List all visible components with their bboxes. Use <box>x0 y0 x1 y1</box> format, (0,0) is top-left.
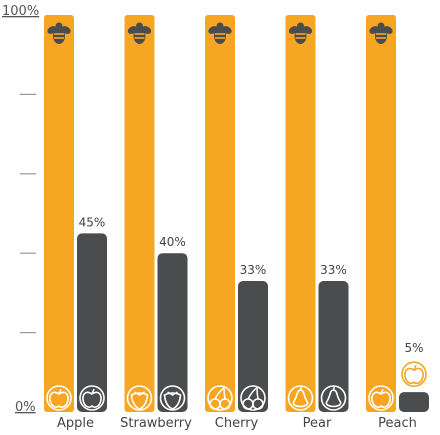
strawberry-icon <box>126 385 153 411</box>
bar-group: 5% Peach <box>366 15 429 431</box>
bar-dark <box>238 280 268 412</box>
bar-dark <box>318 280 349 412</box>
bar-group: 45% Apple <box>44 15 107 431</box>
data-label: 5% <box>404 341 423 355</box>
apple-icon <box>46 385 72 411</box>
category-label: Pear <box>303 416 332 431</box>
data-label: 45% <box>79 215 106 229</box>
plot-area: 45% Apple 40% Strawberry 33% Cherry 33% Pear 5% P… <box>44 15 429 431</box>
bee-icon <box>208 22 232 44</box>
peach-icon <box>368 385 394 411</box>
bar-group: 33% Cherry <box>205 15 268 431</box>
peach-icon <box>401 361 427 387</box>
category-label: Cherry <box>215 416 259 431</box>
bar-orange <box>44 15 74 412</box>
data-label: 33% <box>240 263 267 277</box>
category-label: Apple <box>57 416 94 431</box>
strawberry-icon <box>159 385 186 411</box>
y-tick-label-top: 100% <box>2 4 39 19</box>
y-axis: 100% 0% <box>2 4 39 415</box>
bar-orange <box>205 15 235 412</box>
y-tick-label-bottom: 0% <box>15 400 36 415</box>
bar-orange <box>124 15 155 412</box>
category-label: Peach <box>378 416 417 431</box>
bee-icon <box>369 22 393 44</box>
bar-group: 33% Pear <box>285 15 349 431</box>
data-label: 40% <box>159 235 186 249</box>
cherry-icon <box>207 385 233 411</box>
cherry-icon <box>240 385 266 411</box>
bar-dark <box>77 233 107 412</box>
data-label: 33% <box>320 263 347 277</box>
bar-orange <box>285 15 316 412</box>
bee-icon <box>127 22 152 44</box>
bee-icon <box>288 22 313 44</box>
pear-icon <box>320 385 347 411</box>
category-label: Strawberry <box>120 416 192 431</box>
bee-icon <box>47 22 71 44</box>
pear-icon <box>287 385 314 411</box>
bar-dark <box>399 392 429 412</box>
apple-icon <box>79 385 105 411</box>
bar-group: 40% Strawberry <box>120 15 192 431</box>
bar-orange <box>366 15 396 412</box>
bar-dark <box>157 253 188 412</box>
